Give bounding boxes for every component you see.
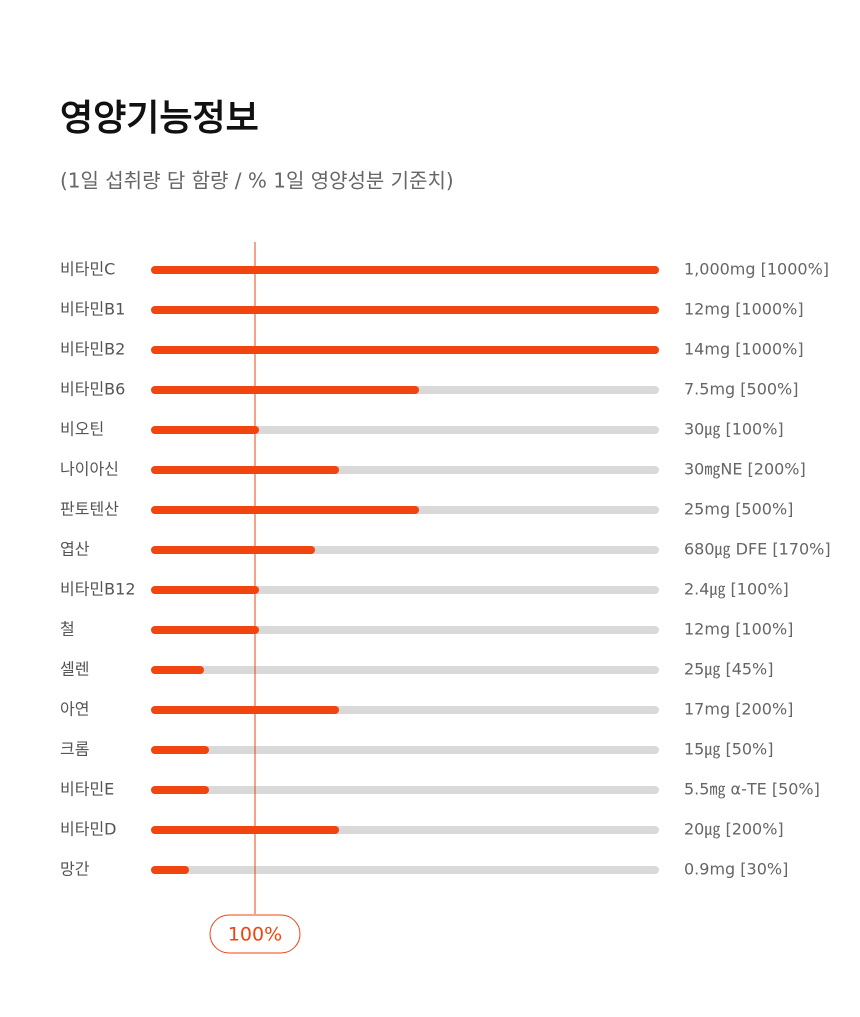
row-label: 비타민C: [60, 260, 115, 279]
reference-pill: [209, 914, 301, 954]
value-label: 15㎍ [50%]: [684, 740, 774, 759]
value-label: 680㎍ DFE [170%]: [684, 540, 831, 559]
row-label: 셀렌: [60, 660, 89, 679]
value-label: 2.4㎍ [100%]: [684, 580, 789, 599]
value-label: 25mg [500%]: [684, 500, 793, 519]
row-label: 비타민B2: [60, 340, 125, 359]
row-label: 크롬: [60, 740, 89, 759]
value-label: 5.5㎎ α-TE [50%]: [684, 780, 820, 799]
row-label: 아연: [60, 700, 89, 719]
value-label: 12mg [1000%]: [684, 300, 804, 319]
row-label: 망간: [60, 860, 90, 879]
row-label: 나이아신: [60, 460, 119, 479]
value-label: 7.5mg [500%]: [684, 380, 799, 399]
row-label: 비타민B6: [60, 380, 125, 399]
value-label: 30㎎NE [200%]: [684, 460, 806, 479]
value-label: 14mg [1000%]: [684, 340, 804, 359]
chart-title: 영양기능정보: [60, 98, 259, 139]
value-label: 25㎍ [45%]: [684, 660, 774, 679]
row-label: 철: [60, 620, 75, 639]
reference-label: 100%: [228, 924, 282, 946]
value-label: 20㎍ [200%]: [684, 820, 784, 839]
row-label: 비타민D: [60, 820, 116, 839]
row-label: 엽산: [60, 540, 90, 559]
value-label: 12mg [100%]: [684, 620, 793, 639]
chart-subtitle: (1일 섭취량 담 함량 / % 1일 영양성분 기준치): [60, 169, 454, 193]
value-label: 1,000mg [1000%]: [684, 260, 829, 279]
row-label: 판토텐산: [60, 500, 119, 519]
value-label: 30㎍ [100%]: [684, 420, 784, 439]
value-label: 0.9mg [30%]: [684, 860, 788, 879]
row-label: 비오틴: [60, 420, 104, 439]
row-label: 비타민B12: [60, 580, 136, 599]
row-label: 비타민E: [60, 780, 114, 799]
row-label: 비타민B1: [60, 300, 125, 319]
value-label: 17mg [200%]: [684, 700, 793, 719]
